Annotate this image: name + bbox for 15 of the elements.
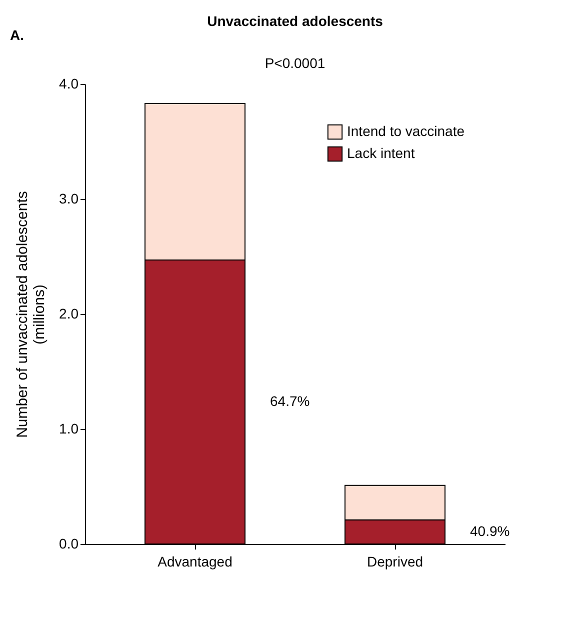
text: P<0.0001: [264, 55, 326, 71]
y-tick-label: 0.0: [59, 536, 79, 552]
y-tick-label: 3.0: [59, 190, 79, 206]
annotation: 40.9%: [470, 523, 510, 539]
chart-title: Unvaccinated adolescents: [207, 13, 384, 29]
x-tick-label: Deprived: [366, 554, 424, 570]
y-tick-label: 4.0: [59, 76, 79, 92]
x-tick-label: Advantaged: [158, 554, 232, 570]
y-tick-label: 2.0: [59, 306, 79, 322]
annotation: 64.7%: [270, 393, 310, 409]
y-axis-title: Number of unvaccinated adolescents (millions): [14, 191, 48, 438]
text: A.: [10, 27, 24, 43]
legend-label: Lack intent: [347, 145, 415, 161]
legend-label: Intend to vaccinate: [347, 123, 465, 139]
y-tick-label: 1.0: [59, 420, 79, 436]
